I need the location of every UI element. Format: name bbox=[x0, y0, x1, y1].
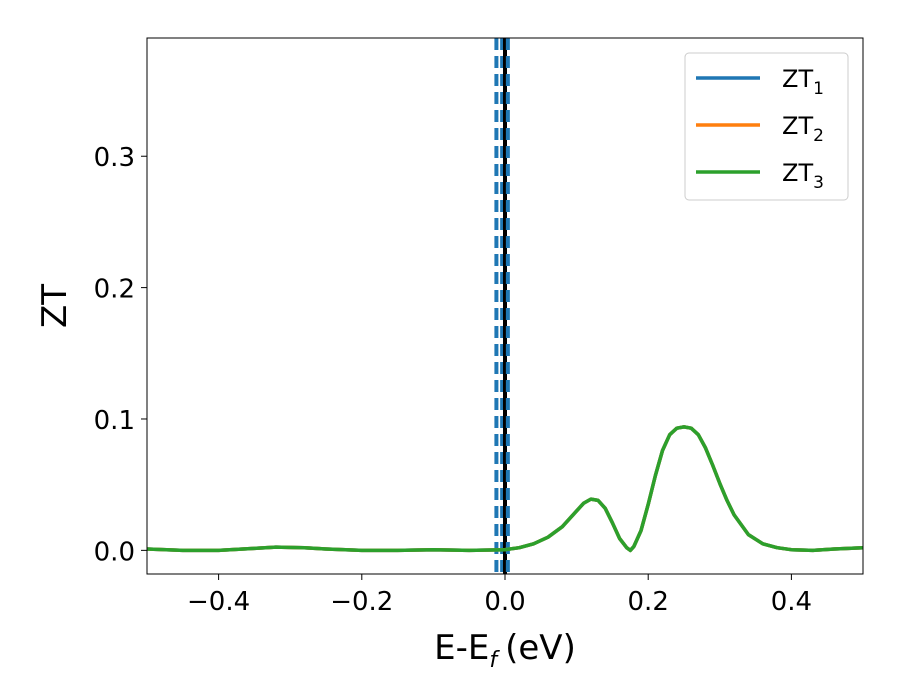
legend: ZT1 ZT2 ZT3 bbox=[684, 52, 849, 201]
y-tick-label: 0.2 bbox=[94, 275, 135, 305]
x-tick-label: −0.2 bbox=[330, 587, 393, 617]
y-tick-label: 0.1 bbox=[94, 406, 135, 436]
x-tick-label: 0.4 bbox=[771, 587, 812, 617]
y-tick-label: 0.3 bbox=[94, 143, 135, 173]
legend-label-zt1: ZT1 bbox=[782, 65, 824, 99]
legend-label-zt3: ZT3 bbox=[782, 159, 824, 193]
y-tick-label: 0.0 bbox=[94, 537, 135, 567]
series-line-zt3 bbox=[147, 425, 863, 553]
plot-frame bbox=[146, 37, 864, 575]
x-tick-label: −0.4 bbox=[187, 587, 250, 617]
plot-area bbox=[147, 38, 863, 574]
x-tick-label: 0.0 bbox=[484, 587, 525, 617]
x-tick-label: 0.2 bbox=[628, 587, 669, 617]
x-axis: −0.4 −0.2 0.0 0.2 0.4 bbox=[187, 574, 812, 617]
y-axis-label: ZT bbox=[35, 284, 75, 328]
y-axis: 0.0 0.1 0.2 0.3 bbox=[94, 143, 147, 567]
x-axis-label: E-Ef (eV) bbox=[434, 628, 576, 673]
legend-box bbox=[684, 52, 849, 201]
legend-label-zt2: ZT2 bbox=[782, 112, 824, 146]
